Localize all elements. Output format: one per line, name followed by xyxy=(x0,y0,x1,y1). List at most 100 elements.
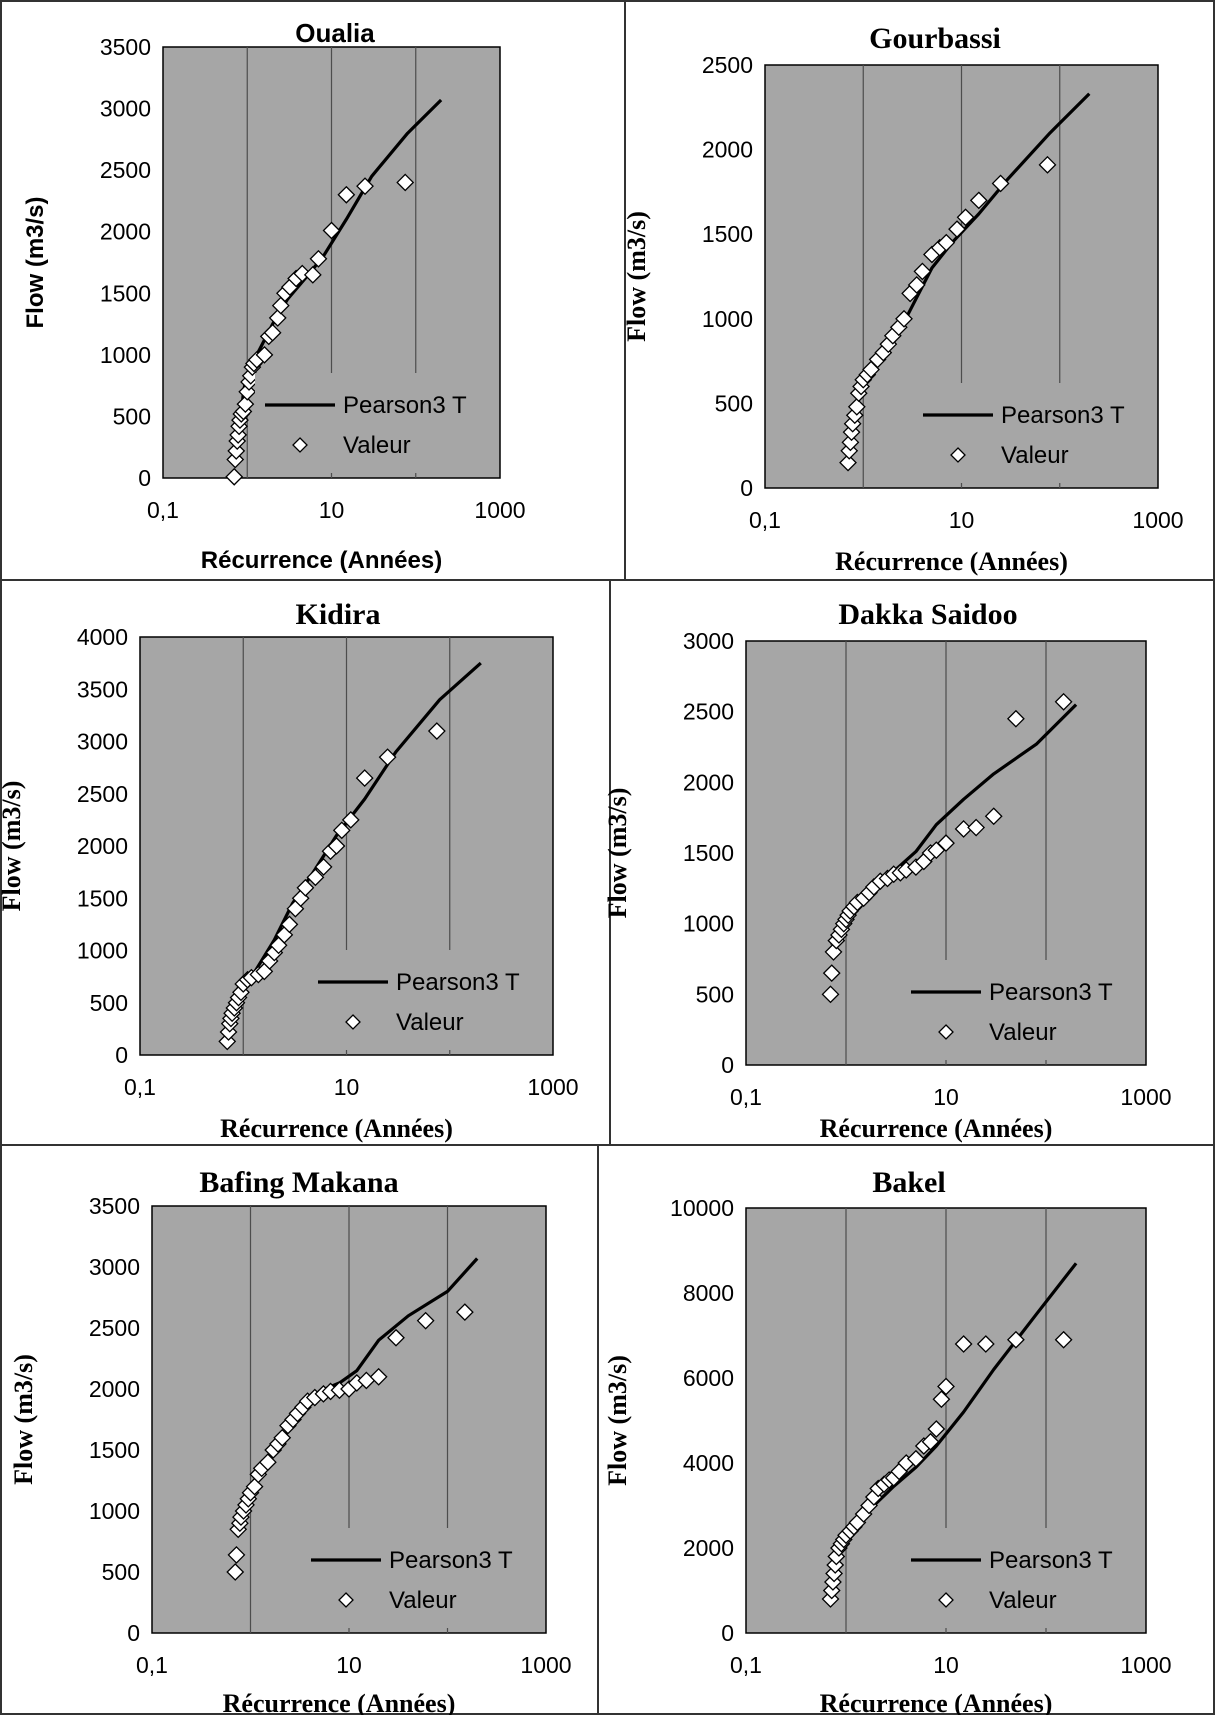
y-tick-label: 6000 xyxy=(683,1365,734,1391)
y-tick-label: 2500 xyxy=(77,781,128,807)
y-axis-label: Flow (m3/s) xyxy=(0,781,26,912)
x-tick-label: 1000 xyxy=(1132,507,1183,533)
data-point xyxy=(1006,709,1025,728)
data-point xyxy=(937,1377,955,1396)
legend-box xyxy=(913,383,1153,483)
legend-label: Pearson3 T xyxy=(343,392,467,419)
y-tick-label: 500 xyxy=(102,1559,140,1585)
x-tick-label: 1000 xyxy=(474,497,525,523)
x-tick-label: 10 xyxy=(933,1652,959,1678)
x-tick-label: 0,1 xyxy=(124,1074,156,1100)
data-point xyxy=(847,397,866,416)
data-point xyxy=(226,1563,245,1581)
data-point xyxy=(293,264,312,283)
y-tick-label: 0 xyxy=(138,465,151,491)
y-tick-label: 2500 xyxy=(89,1315,140,1341)
data-point xyxy=(327,837,346,855)
data-point xyxy=(303,265,322,284)
data-point xyxy=(314,857,333,876)
data-point xyxy=(341,810,360,829)
y-tick-label: 3000 xyxy=(100,96,151,122)
data-point xyxy=(227,1546,246,1564)
data-point xyxy=(969,191,988,210)
x-tick-label: 1000 xyxy=(527,1074,578,1100)
chart-bakel: 0 2000 4000 6000 8000 10000 0,1 10 1000 Bakel Récu… xyxy=(603,1166,1172,1715)
chart-kidira: 0 500 1000 1500 2000 2500 3000 3500 4000 0,1 10 100… xyxy=(0,598,579,1143)
y-tick-label: 3500 xyxy=(77,676,128,702)
data-point xyxy=(984,807,1003,826)
y-tick-label: 4000 xyxy=(77,624,128,650)
y-tick-label: 1500 xyxy=(683,840,734,866)
y-tick-label: 1500 xyxy=(89,1437,140,1463)
data-point xyxy=(1038,155,1057,174)
y-tick-label: 2000 xyxy=(683,1535,734,1561)
y-tick-label: 500 xyxy=(90,990,128,1016)
data-point xyxy=(455,1303,474,1322)
data-point xyxy=(821,985,840,1004)
data-point xyxy=(280,915,299,934)
y-tick-label: 1000 xyxy=(77,938,128,964)
chart-title: Dakka Saidoo xyxy=(838,598,1017,631)
y-tick-label: 0 xyxy=(721,1052,734,1078)
x-axis-label: Récurrence (Années) xyxy=(201,547,442,574)
x-axis-label: Récurrence (Années) xyxy=(820,1114,1053,1143)
data-point xyxy=(839,453,857,472)
y-tick-label: 0 xyxy=(127,1620,140,1646)
legend: Pearson3 T Valeur xyxy=(255,373,495,473)
x-tick-label: 1000 xyxy=(1120,1652,1171,1678)
x-tick-label: 10 xyxy=(334,1074,360,1100)
legend-box xyxy=(255,373,495,473)
legend-marker-swatch xyxy=(292,437,308,453)
x-tick-label: 1000 xyxy=(1120,1084,1171,1110)
data-point xyxy=(258,1453,277,1472)
legend-label: Valeur xyxy=(1001,442,1069,469)
y-tick-label: 3500 xyxy=(100,34,151,60)
y-tick-label: 3500 xyxy=(89,1193,140,1219)
data-point xyxy=(840,441,859,460)
y-tick-label: 0 xyxy=(740,475,753,501)
data-point xyxy=(842,423,861,442)
data-point xyxy=(229,425,248,444)
y-tick-label: 2000 xyxy=(89,1376,140,1402)
legend: Pearson3 T Valeur xyxy=(901,1528,1141,1628)
y-tick-label: 2500 xyxy=(702,52,753,78)
y-tick-label: 2000 xyxy=(77,833,128,859)
data-point xyxy=(255,345,274,364)
x-tick-label: 0,1 xyxy=(147,497,179,523)
chart-bafing-makana: 0 500 1000 1500 2000 2500 3000 3500 0,1 10 1000 Baf… xyxy=(9,1166,572,1715)
data-point xyxy=(1006,1330,1025,1349)
data-point xyxy=(332,821,351,840)
data-point xyxy=(225,467,244,486)
y-tick-label: 4000 xyxy=(683,1450,734,1476)
legend-label: Valeur xyxy=(389,1587,457,1614)
y-tick-label: 0 xyxy=(721,1620,734,1646)
chart-oualia: 0 500 1000 1500 2000 2500 3000 3500 0,1 10 1000 Oua… xyxy=(22,18,526,574)
y-tick-label: 8000 xyxy=(683,1280,734,1306)
y-axis-label: Flow (m3/s) xyxy=(603,1355,632,1486)
y-tick-label: 0 xyxy=(115,1042,128,1068)
legend-label: Valeur xyxy=(343,432,411,459)
x-axis-label: Récurrence (Années) xyxy=(820,1689,1053,1715)
x-axis-label: Récurrence (Années) xyxy=(835,547,1068,576)
y-axis-label: Flow (m3/s) xyxy=(622,211,651,342)
data-point xyxy=(263,323,282,342)
data-point xyxy=(824,943,843,961)
data-point xyxy=(268,308,287,327)
x-axis-label: Récurrence (Années) xyxy=(223,1689,456,1715)
y-tick-label: 1000 xyxy=(683,911,734,937)
chart-title: Bakel xyxy=(872,1166,945,1199)
x-tick-label: 10 xyxy=(319,497,345,523)
legend: Pearson3 T Valeur xyxy=(308,950,548,1050)
y-tick-label: 500 xyxy=(696,981,734,1007)
chart-title: Kidira xyxy=(295,598,380,631)
y-tick-label: 3000 xyxy=(77,729,128,755)
data-point xyxy=(906,1449,925,1468)
data-point xyxy=(306,868,325,887)
legend-marker-swatch xyxy=(938,1024,954,1040)
data-point xyxy=(991,174,1010,193)
x-axis-label: Récurrence (Années) xyxy=(220,1114,453,1143)
y-tick-label: 500 xyxy=(715,390,753,416)
legend-marker-swatch xyxy=(938,1592,954,1608)
